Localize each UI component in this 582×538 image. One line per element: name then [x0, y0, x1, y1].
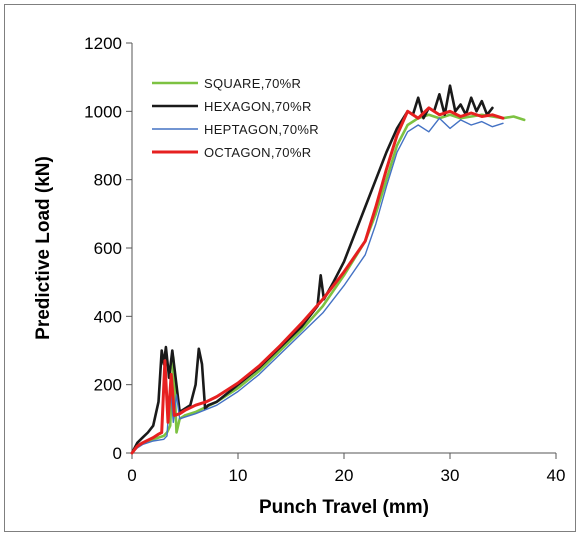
line-chart: 0 200 400 600 800 1000 1200 0 10 20 30 40 SQUARE,7…: [33, 34, 565, 518]
y-axis-label: Predictive Load (kN): [33, 156, 54, 340]
y-tick-label: 200: [94, 376, 122, 395]
series-line-heptagon: [131, 117, 504, 454]
x-axis-label: Punch Travel (mm): [259, 497, 429, 518]
x-tick-label: 0: [127, 466, 136, 485]
y-tick-label: 0: [113, 444, 122, 463]
y-tick-labels: 0 200 400 600 800 1000 1200: [84, 34, 122, 463]
y-tick-label: 400: [94, 307, 122, 326]
x-tick-label: 40: [547, 466, 566, 485]
x-tick-label: 20: [335, 466, 354, 485]
plot-area: [130, 84, 526, 455]
legend-label: HEPTAGON,70%R: [204, 122, 319, 137]
chart-frame: 0 200 400 600 800 1000 1200 0 10 20 30 40 SQUARE,7…: [4, 4, 576, 532]
y-tick-label: 1200: [84, 34, 122, 53]
series-line-square: [130, 113, 526, 455]
y-tick-label: 800: [94, 171, 122, 190]
legend-label: OCTAGON,70%R: [204, 145, 311, 160]
x-tick-labels: 0 10 20 30 40: [127, 466, 565, 485]
legend-label: HEXAGON,70%R: [204, 99, 312, 114]
series-line-octagon: [130, 106, 505, 455]
axes: [126, 42, 557, 459]
legend: SQUARE,70%R HEXAGON,70%R HEPTAGON,70%R OCTA…: [152, 76, 319, 160]
legend-label: SQUARE,70%R: [204, 76, 301, 91]
x-tick-label: 30: [441, 466, 460, 485]
x-tick-label: 10: [229, 466, 248, 485]
y-tick-label: 600: [94, 239, 122, 258]
y-tick-label: 1000: [84, 102, 122, 121]
series-line-hexagon: [130, 84, 494, 455]
